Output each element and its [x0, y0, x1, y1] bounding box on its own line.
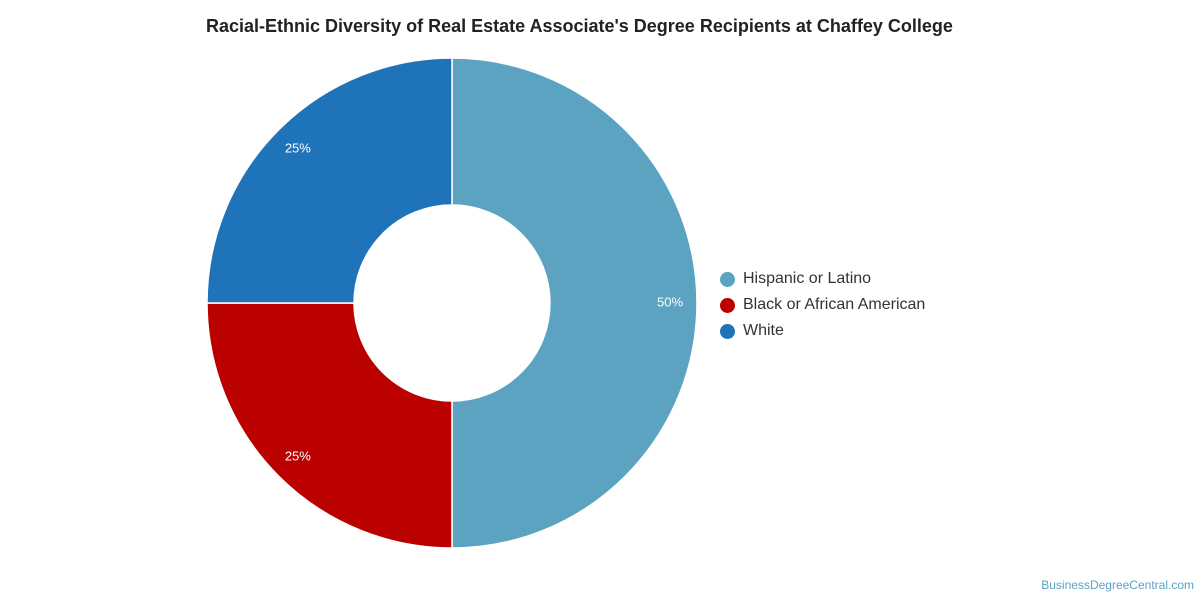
legend-swatch-white [720, 323, 735, 339]
legend-item-black-or-african-american[interactable]: Black or African American [720, 292, 925, 318]
legend-swatch-hispanic-or-latino [720, 271, 735, 287]
legend-label-black-or-african-american: Black or African American [743, 296, 926, 313]
slices-group [206, 57, 698, 549]
slice-hispanic-or-latino[interactable] [451, 57, 698, 549]
slice-label-black-or-african-american: 25% [285, 449, 311, 464]
legend-swatch-black-or-african-american [720, 297, 735, 313]
slice-black-or-african-american[interactable] [206, 302, 453, 549]
legend-item-hispanic-or-latino[interactable]: Hispanic or Latino [720, 266, 925, 292]
slice-labels-group: 50% 25% 25% [285, 140, 684, 463]
slice-label-hispanic-or-latino: 50% [657, 294, 683, 309]
legend-item-white[interactable]: White [720, 318, 925, 344]
slice-label-white: 25% [285, 140, 311, 155]
legend: Hispanic or Latino Black or African Amer… [720, 266, 925, 344]
legend-label-hispanic-or-latino: Hispanic or Latino [743, 270, 872, 287]
legend-label-white: White [743, 322, 784, 339]
watermark[interactable]: BusinessDegreeCentral.com [1041, 578, 1194, 592]
slice-white[interactable] [206, 57, 453, 304]
chart-title: Racial-Ethnic Diversity of Real Estate A… [206, 16, 953, 36]
